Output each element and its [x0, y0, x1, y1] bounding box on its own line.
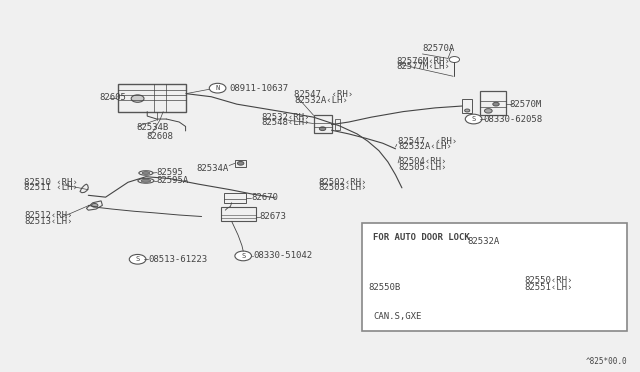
Bar — [474, 247, 518, 309]
Text: N: N — [216, 85, 220, 91]
Text: 82595: 82595 — [157, 168, 184, 177]
Bar — [480, 91, 506, 115]
Text: 82570M: 82570M — [509, 100, 541, 109]
Text: 82577M‹LH›: 82577M‹LH› — [397, 62, 451, 71]
Circle shape — [499, 299, 506, 304]
Text: S: S — [472, 116, 476, 122]
Text: 82550‹RH›: 82550‹RH› — [525, 276, 573, 285]
Text: CAN.S,GXE: CAN.S,GXE — [373, 312, 422, 321]
Text: 82551‹LH›: 82551‹LH› — [525, 283, 573, 292]
Ellipse shape — [141, 179, 151, 182]
Text: 08330-51042: 08330-51042 — [253, 251, 312, 260]
Text: 82510 ‹RH›: 82510 ‹RH› — [24, 178, 78, 187]
Circle shape — [465, 114, 482, 124]
Circle shape — [449, 57, 460, 62]
Text: 82670: 82670 — [251, 193, 278, 202]
Text: 82595A: 82595A — [157, 176, 189, 185]
Circle shape — [482, 263, 491, 269]
Bar — [118, 84, 186, 112]
Text: 82504‹RH›: 82504‹RH› — [398, 157, 447, 166]
Text: 82576M‹RH›: 82576M‹RH› — [397, 57, 451, 66]
Text: 82570A: 82570A — [422, 44, 454, 53]
Bar — [224, 193, 246, 203]
Circle shape — [131, 95, 144, 102]
Text: 08330-62058: 08330-62058 — [484, 115, 543, 124]
Text: 82608: 82608 — [146, 132, 173, 141]
Bar — [362, 223, 627, 331]
Text: FOR AUTO DOOR LOCK: FOR AUTO DOOR LOCK — [373, 232, 470, 241]
Text: 82548‹LH›: 82548‹LH› — [261, 118, 310, 127]
Circle shape — [465, 109, 470, 112]
Text: ^825*00.0: ^825*00.0 — [586, 357, 627, 366]
Text: 82532A‹LH›: 82532A‹LH› — [398, 142, 452, 151]
Circle shape — [319, 127, 326, 131]
Text: 82532‹RH›: 82532‹RH› — [261, 113, 310, 122]
Bar — [235, 160, 246, 167]
Circle shape — [129, 254, 146, 264]
Text: 82503‹LH›: 82503‹LH› — [319, 183, 367, 192]
Text: 82532A‹LH›: 82532A‹LH› — [294, 96, 348, 105]
Circle shape — [493, 102, 499, 106]
Bar — [462, 99, 472, 113]
Text: 82534B: 82534B — [136, 124, 168, 132]
Circle shape — [397, 280, 410, 287]
Text: 82512‹RH›: 82512‹RH› — [24, 211, 73, 220]
Circle shape — [237, 161, 244, 165]
Bar — [221, 207, 256, 221]
Circle shape — [209, 83, 226, 93]
Text: 08513-61223: 08513-61223 — [148, 255, 207, 264]
Text: 82505‹LH›: 82505‹LH› — [398, 163, 447, 172]
Text: 82534A: 82534A — [197, 164, 229, 173]
Circle shape — [92, 203, 98, 207]
Text: 82547  ‹RH›: 82547 ‹RH› — [294, 90, 353, 99]
Text: 82532A: 82532A — [467, 237, 499, 246]
Text: 82547  ‹RH›: 82547 ‹RH› — [398, 137, 457, 146]
Text: S: S — [241, 253, 245, 259]
Circle shape — [484, 109, 492, 113]
Text: 08911-10637: 08911-10637 — [229, 84, 288, 93]
Text: 82673: 82673 — [260, 212, 287, 221]
Bar — [335, 119, 340, 130]
Circle shape — [235, 251, 252, 261]
Text: 82513‹LH›: 82513‹LH› — [24, 217, 73, 226]
Ellipse shape — [142, 171, 150, 174]
Text: 82502‹RH›: 82502‹RH› — [319, 178, 367, 187]
Text: 82550B: 82550B — [368, 283, 400, 292]
Bar — [314, 115, 332, 133]
Text: S: S — [136, 256, 140, 262]
Text: 82511 ‹LH›: 82511 ‹LH› — [24, 183, 78, 192]
Text: 82605: 82605 — [99, 93, 126, 102]
